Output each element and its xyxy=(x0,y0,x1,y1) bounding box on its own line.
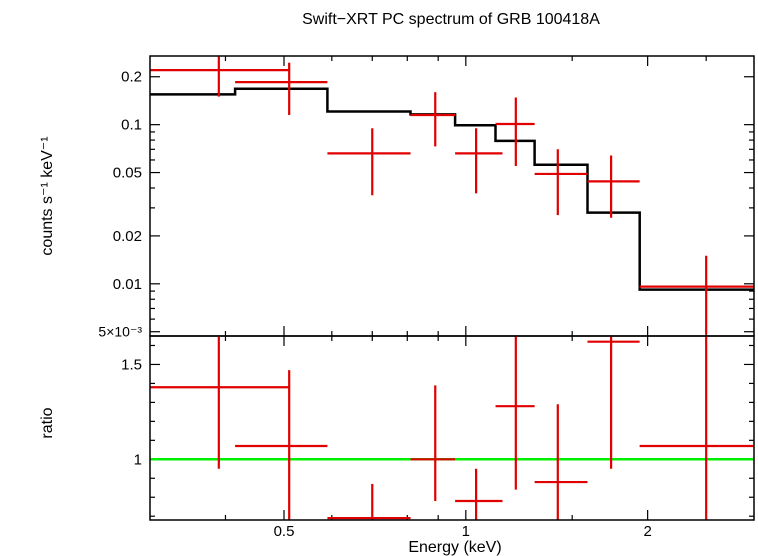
spectrum-data-point xyxy=(534,149,588,216)
top-y-tick-label: 0.02 xyxy=(113,228,142,245)
ratio-data-point xyxy=(410,385,456,502)
bottom-y-axis-label: ratio xyxy=(39,407,56,438)
ratio-data-point xyxy=(150,336,290,469)
spectrum-data-point xyxy=(455,128,503,194)
ratio-data-point xyxy=(327,483,411,520)
x-tick-label: 2 xyxy=(643,523,651,540)
top-y-tick-label: 0.01 xyxy=(113,276,142,293)
ratio-data-point xyxy=(587,336,640,469)
ratio-data-point xyxy=(455,468,503,520)
spectrum-data-point xyxy=(495,97,535,166)
spectrum-data-point xyxy=(150,56,290,97)
chart-title: Swift−XRT PC spectrum of GRB 100418A xyxy=(302,11,600,28)
ratio-panel: 1.5 1 0.5 1 2 xyxy=(121,335,755,540)
bottom-y-tick-label: 1 xyxy=(134,451,142,468)
spectrum-data-point xyxy=(587,155,640,218)
top-y-axis-label: counts s⁻¹ keV⁻¹ xyxy=(39,136,56,255)
spectrum-data-point xyxy=(639,255,754,335)
model-histogram xyxy=(150,87,754,291)
bottom-panel-frame xyxy=(149,335,755,521)
x-axis-label: Energy (keV) xyxy=(408,539,501,556)
ratio-data-point xyxy=(235,370,328,520)
spectrum-panel: 0.2 0.1 0.05 0.02 0.01 5×10⁻³ xyxy=(98,55,755,340)
spectrum-data-point xyxy=(410,92,456,147)
bottom-y-tick-label: 1.5 xyxy=(121,356,142,373)
x-tick-label: 1 xyxy=(462,523,470,540)
ratio-data-point xyxy=(495,336,535,490)
x-tick-label: 0.5 xyxy=(274,523,295,540)
top-y-tick-label: 0.2 xyxy=(121,69,142,86)
spectrum-data-point xyxy=(235,62,328,115)
top-y-tick-label: 5×10⁻³ xyxy=(98,324,142,340)
spectrum-data-point xyxy=(327,128,411,196)
top-y-tick-label: 0.1 xyxy=(121,117,142,134)
top-panel-frame xyxy=(149,55,755,337)
ratio-data-point xyxy=(534,404,588,520)
ratio-data-point xyxy=(639,336,754,520)
top-y-tick-label: 0.05 xyxy=(113,165,142,182)
